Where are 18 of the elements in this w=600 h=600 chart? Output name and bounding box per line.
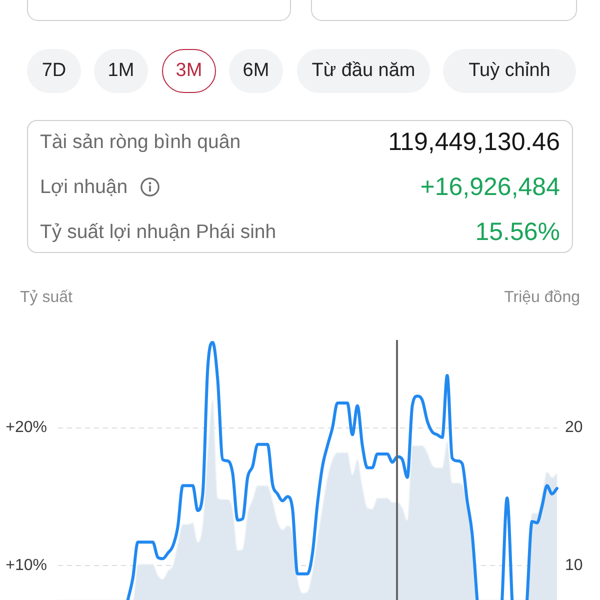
y2-tick-label: 20 bbox=[565, 419, 583, 436]
y-tick-label: +20% bbox=[6, 419, 47, 436]
y-axis-title: Tỷ suất bbox=[20, 289, 72, 307]
text: 15.56% bbox=[475, 218, 560, 246]
text: +16,926,484 bbox=[420, 173, 560, 201]
pill-button[interactable]: 7D bbox=[27, 49, 81, 93]
y2-axis-title: Triệu đồng bbox=[504, 289, 580, 307]
y2-tick-label: 10 bbox=[565, 556, 583, 574]
pill-button[interactable]: 3M bbox=[162, 49, 216, 93]
y-tick-label: +10% bbox=[6, 556, 47, 574]
pill-button[interactable]: 6M bbox=[229, 49, 283, 93]
text: Tỷ suất lợi nhuận Phái sinh bbox=[40, 220, 276, 245]
text: Tài sản ròng bình quân bbox=[40, 130, 241, 155]
text: 119,449,130.46 bbox=[388, 128, 560, 156]
pill-button[interactable]: Từ đầu năm bbox=[297, 49, 430, 93]
pill-button[interactable]: 1M bbox=[94, 49, 148, 93]
pill-button[interactable]: Tuỳ chỉnh bbox=[443, 49, 576, 93]
text: Lợi nhuận bbox=[40, 175, 128, 200]
